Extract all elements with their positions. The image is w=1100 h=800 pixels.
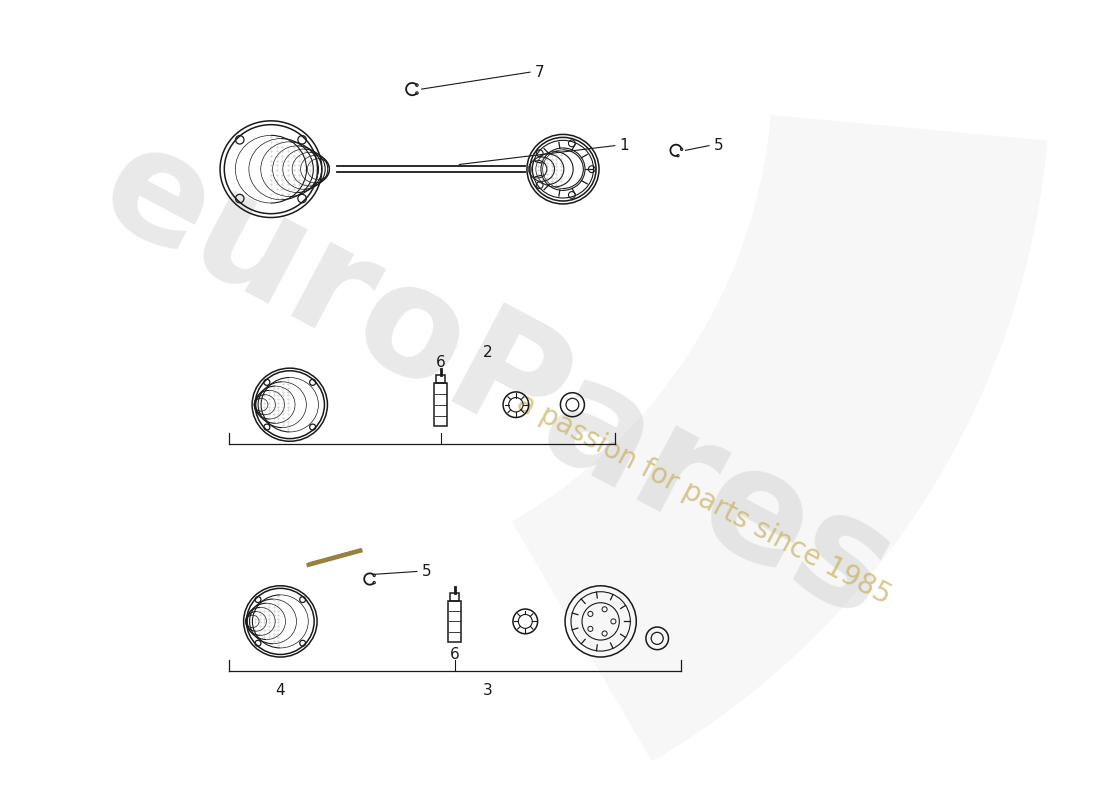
Text: 6: 6	[436, 355, 446, 370]
Bar	[449, 601, 461, 642]
Text: 5: 5	[421, 564, 431, 579]
Text: 4: 4	[275, 682, 285, 698]
Text: 7: 7	[535, 65, 544, 80]
Bar	[434, 383, 447, 426]
Text: 6: 6	[450, 647, 460, 662]
Bar	[450, 593, 459, 601]
Text: 3: 3	[483, 682, 493, 698]
Text: a passion for parts since 1985: a passion for parts since 1985	[513, 388, 896, 610]
Text: 1: 1	[619, 138, 629, 153]
Text: 5: 5	[714, 138, 724, 153]
Text: 2: 2	[483, 346, 493, 360]
Text: euroPares: euroPares	[76, 110, 917, 652]
Bar	[436, 375, 444, 383]
